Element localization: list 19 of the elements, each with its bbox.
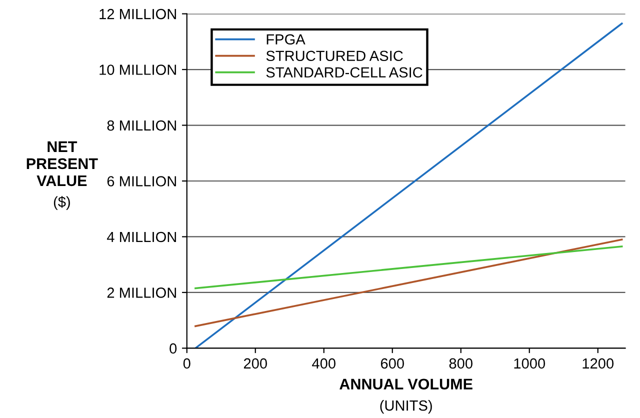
x-tick-label: 0 [183,358,190,369]
x-tick-label: 200 [244,358,267,369]
legend-label: STANDARD-CELL ASIC [266,67,422,78]
legend-label: FPGA [266,34,306,45]
y-tick-label: 6 MILLION [107,176,176,186]
y-axis-title: NET PRESENT VALUE ($) [26,141,98,210]
x-tick-label: 1200 [582,358,614,369]
y-tick-label: 4 MILLION [106,232,176,242]
y-tick-label: 10 MILLION [100,64,176,75]
x-tick-label: 400 [312,358,336,369]
y-tick-label: 12 MILLION [100,8,176,20]
x-axis-title: ANNUAL VOLUME (UNITS) [340,378,472,414]
x-tick-label: 1000 [514,358,546,369]
legend-label: STRUCTURED ASIC [266,50,403,62]
y-tick-label: 2 MILLION [107,288,176,298]
x-tick-label: 800 [449,358,472,369]
y-tick-label: 0 [170,343,177,354]
x-tick-label: 600 [380,358,404,369]
y-tick-label: 8 MILLION [107,120,176,131]
